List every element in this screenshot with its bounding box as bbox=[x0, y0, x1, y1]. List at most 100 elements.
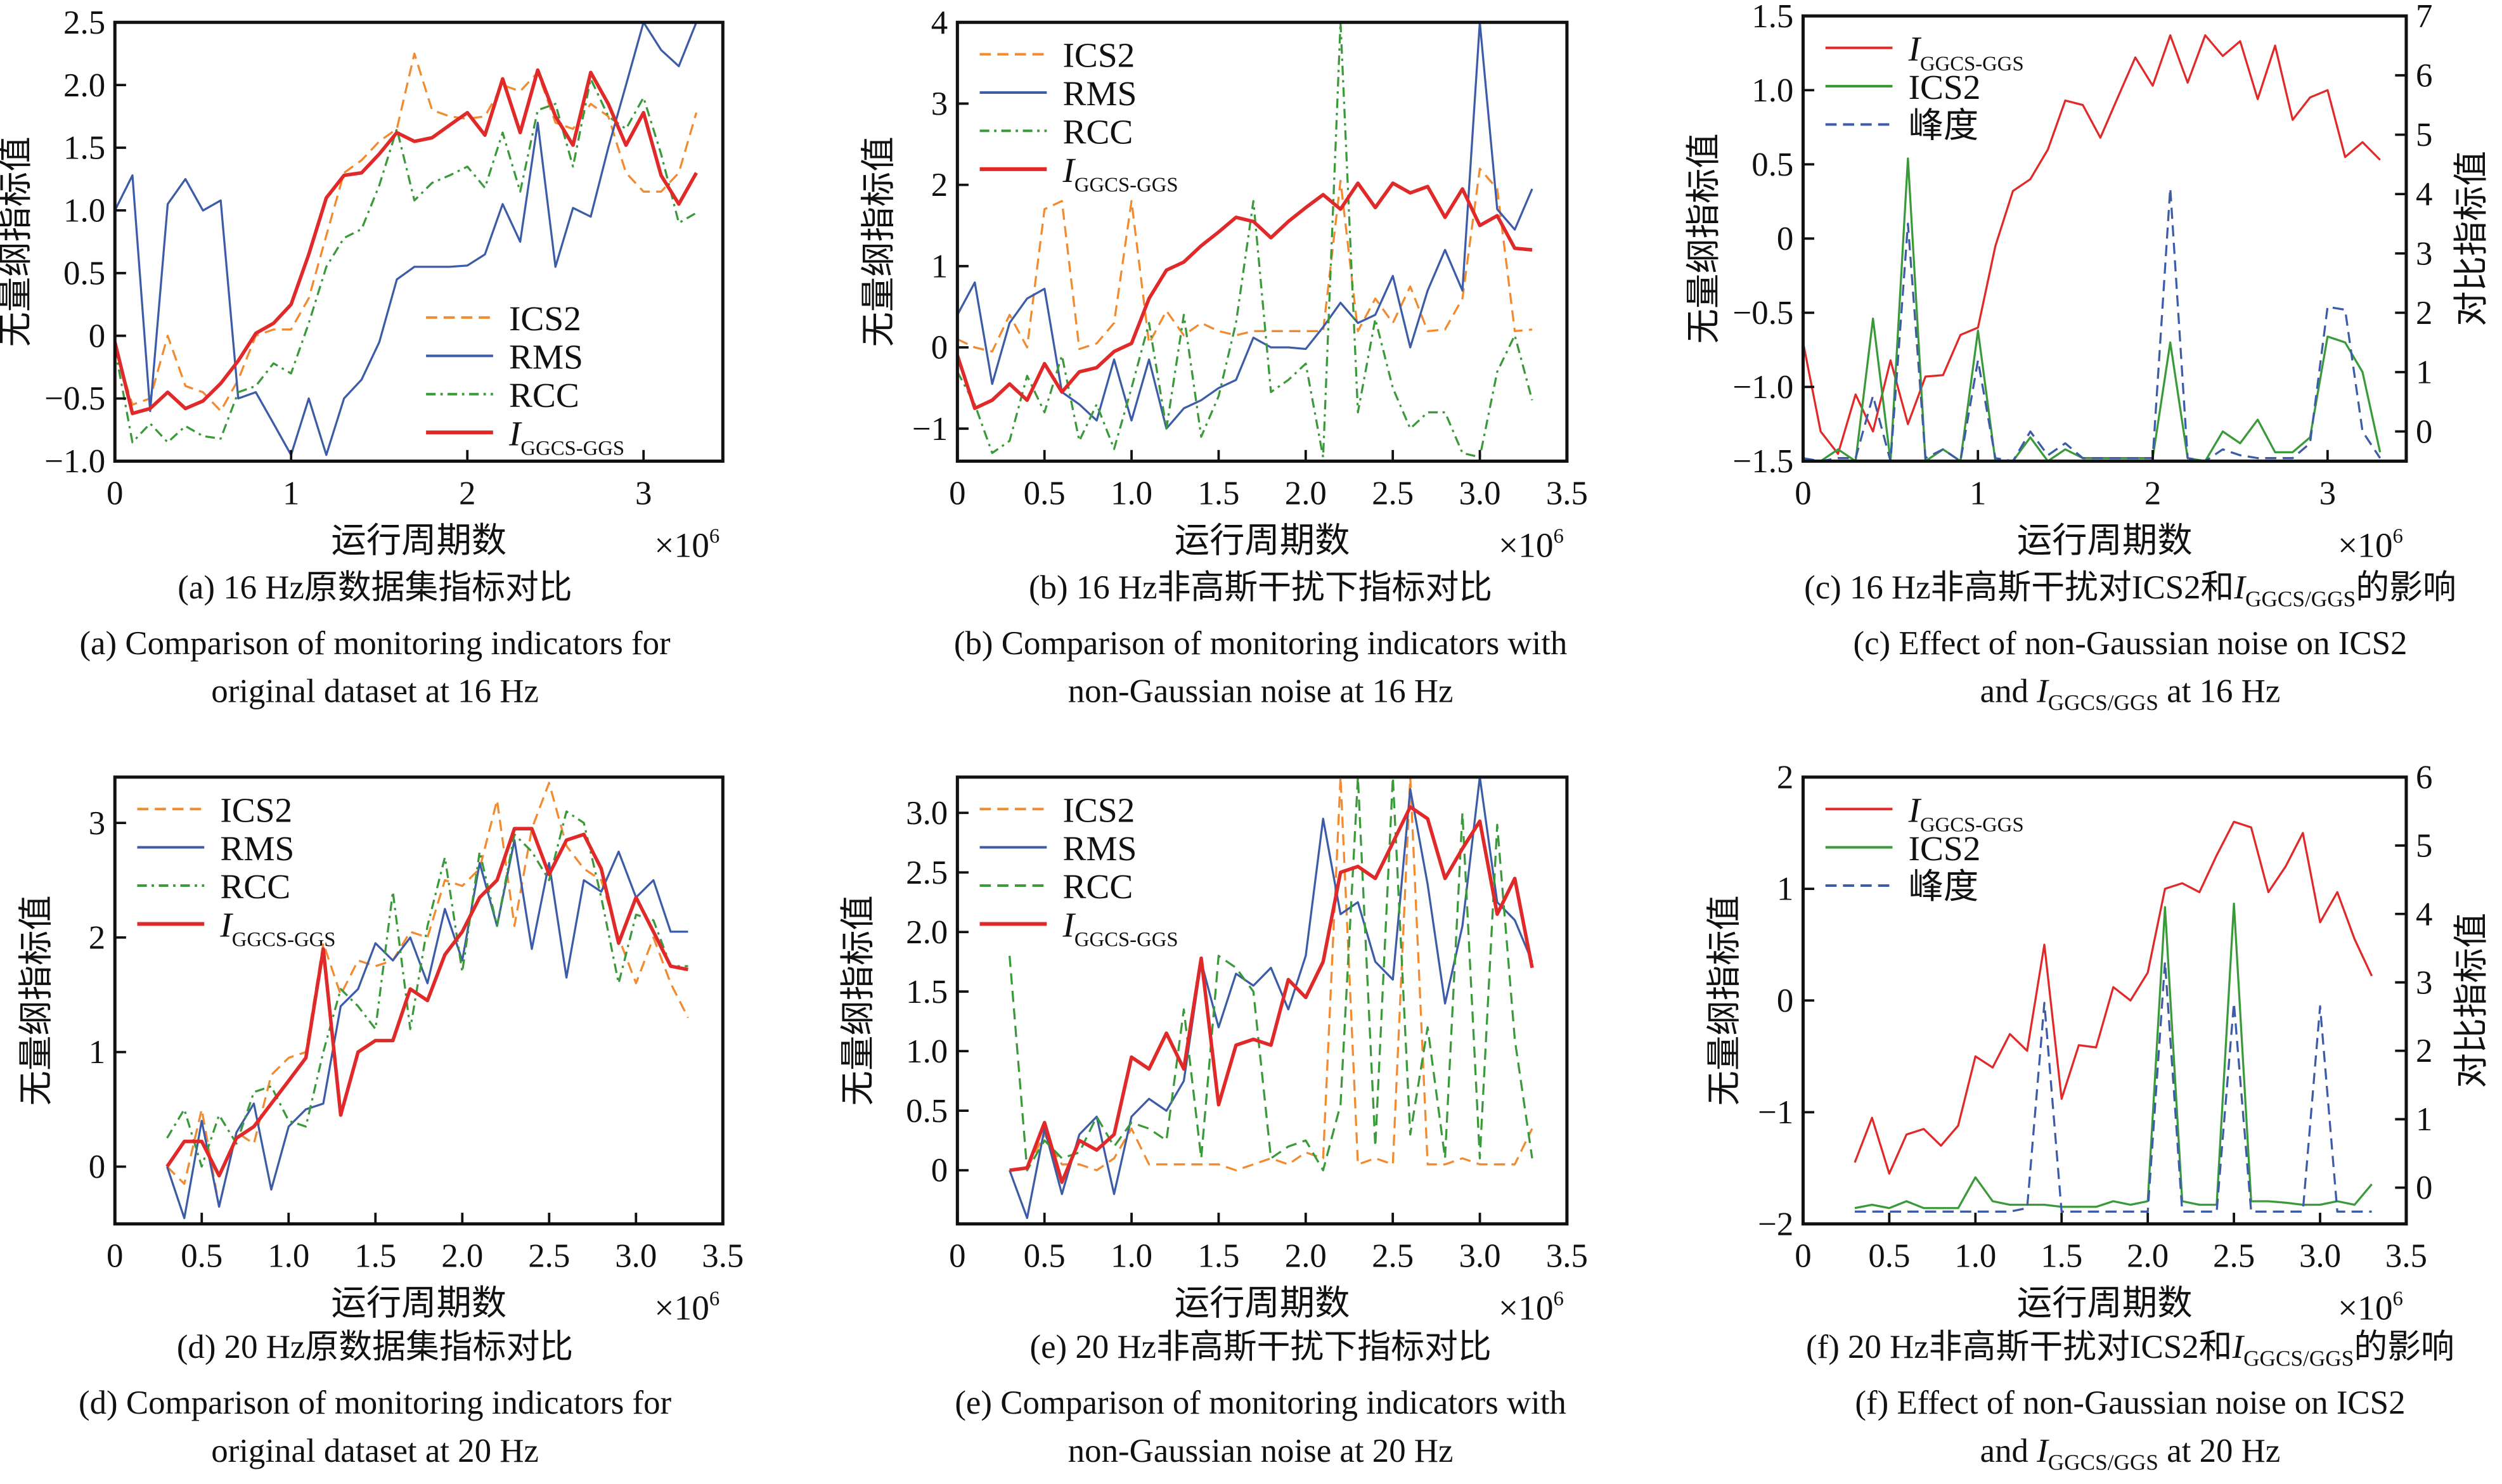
series-group bbox=[1803, 34, 2382, 461]
x-axis-label: 运行周期数 bbox=[331, 521, 506, 560]
caption-en-line: non-Gaussian noise at 16 Hz bbox=[1068, 673, 1454, 710]
series-line-ics2 bbox=[957, 167, 1533, 353]
y-tick-label: 4 bbox=[931, 4, 948, 41]
caption-zh-segment: (b) 16 Hz非高斯干扰下指标对比 bbox=[1029, 569, 1492, 606]
caption-en-line: original dataset at 16 Hz bbox=[211, 673, 539, 710]
caption-zh-segment: GGCS/GGS bbox=[2245, 587, 2356, 612]
caption-zh-segment: 的影响 bbox=[2356, 569, 2456, 606]
caption-en-line-segment: non-Gaussian noise at 16 Hz bbox=[1068, 673, 1454, 710]
x-tick-label: 0.5 bbox=[1024, 475, 1066, 512]
y-tick-label: 1 bbox=[931, 248, 948, 285]
legend-label-main: ICS2 bbox=[509, 299, 581, 338]
y2-tick-label: 1 bbox=[2416, 1101, 2432, 1138]
series-line-峰度 bbox=[1803, 187, 2382, 461]
y-tick-label: 0.5 bbox=[906, 1093, 948, 1130]
x-axis-label: 运行周期数 bbox=[1175, 1284, 1350, 1322]
caption-zh: (b) 16 Hz非高斯干扰下指标对比 bbox=[1029, 569, 1492, 606]
y-tick-label: 1.5 bbox=[63, 130, 105, 167]
legend-label: RCC bbox=[1062, 113, 1133, 152]
series-group bbox=[1009, 777, 1534, 1220]
caption-zh: (a) 16 Hz原数据集指标对比 bbox=[177, 569, 572, 606]
plot-frame bbox=[1801, 775, 2408, 1226]
x-tick-label: 2.0 bbox=[441, 1238, 483, 1275]
series-line-i_ggcs-ggs bbox=[1854, 820, 2373, 1175]
caption-zh-segment: I bbox=[2233, 569, 2247, 606]
caption-en-line: and IGGCS/GGS at 20 Hz bbox=[1980, 1433, 2281, 1475]
x-tick-label: 1.0 bbox=[1954, 1238, 1996, 1275]
series-line-峰度 bbox=[1855, 960, 2372, 1213]
y-tick-label: −1.0 bbox=[1732, 369, 1793, 406]
y-tick-label: 1.0 bbox=[63, 193, 105, 229]
caption-en-line-segment: I bbox=[2036, 673, 2049, 710]
y-tick-label: −1.0 bbox=[44, 443, 105, 480]
y-tick-label: 0 bbox=[1777, 221, 1793, 257]
legend-label-main: I bbox=[508, 414, 522, 453]
caption-en-line-segment: at 16 Hz bbox=[2158, 673, 2280, 710]
x-tick-label: 2.5 bbox=[1372, 475, 1414, 512]
y-tick-label: 2.5 bbox=[906, 855, 948, 891]
y-axis-label: 无量纲指标值 bbox=[1705, 895, 1744, 1106]
x-multiplier-base: ×10 bbox=[1499, 526, 1554, 565]
y-tick-label: 3 bbox=[931, 86, 948, 122]
legend-label-main: RCC bbox=[1062, 867, 1133, 906]
x-multiplier-base: ×10 bbox=[2338, 1289, 2393, 1327]
series-line-rms bbox=[1009, 777, 1533, 1220]
legend-label: RCC bbox=[1062, 867, 1133, 906]
series-line-i_ggcs-ggs bbox=[115, 68, 698, 415]
plot-frame bbox=[113, 20, 725, 463]
x-tick-label: 1.5 bbox=[1197, 475, 1239, 512]
caption-zh-segment: (d) 20 Hz原数据集指标对比 bbox=[177, 1329, 573, 1365]
plot-frame bbox=[955, 775, 1569, 1226]
legend-label: IGGCS-GGS bbox=[1062, 906, 1178, 952]
y-tick-label: −0.5 bbox=[44, 380, 105, 417]
legend-label-main: I bbox=[1908, 30, 1922, 68]
y-tick-label: 0.5 bbox=[1751, 146, 1793, 183]
legend-label: IGGCS-GGS bbox=[1908, 790, 2024, 836]
legend-label-main: RMS bbox=[220, 829, 294, 868]
y-tick-label: 1 bbox=[1777, 871, 1793, 908]
x-axis-label: 运行周期数 bbox=[1175, 521, 1350, 560]
legend-label-sub: GGCS-GGS bbox=[1074, 929, 1178, 952]
legend-label: ICS2 bbox=[220, 790, 292, 829]
caption-en-line: (f) Effect of non-Gaussian noise on ICS2 bbox=[1855, 1384, 2405, 1421]
caption-en-line-segment: (e) Comparison of monitoring indicators … bbox=[955, 1384, 1566, 1421]
x-multiplier: ×106 bbox=[654, 525, 719, 565]
series-line-rms bbox=[166, 839, 688, 1220]
legend-label: ICS2 bbox=[1909, 68, 1981, 106]
caption-zh-segment: I bbox=[2231, 1329, 2245, 1365]
x-multiplier-exponent: 6 bbox=[709, 1287, 719, 1310]
x-tick-label: 0 bbox=[1795, 1238, 1811, 1275]
caption-zh-segment: GGCS/GGS bbox=[2243, 1346, 2354, 1371]
series-line-i_ggcs-ggs bbox=[957, 181, 1533, 410]
caption-zh-segment: 的影响 bbox=[2354, 1329, 2454, 1365]
y-axis-label: 无量纲指标值 bbox=[17, 895, 56, 1106]
caption-en-line-segment: and bbox=[1980, 673, 2037, 710]
x-tick-label: 2.5 bbox=[2213, 1238, 2255, 1275]
y2-tick-label: 4 bbox=[2416, 176, 2432, 213]
series-group bbox=[1854, 820, 2373, 1213]
y-tick-label: 0 bbox=[89, 318, 105, 354]
legend-label-main: ICS2 bbox=[1062, 790, 1135, 829]
x-tick-label: 1.5 bbox=[2041, 1238, 2082, 1275]
x-multiplier-exponent: 6 bbox=[1554, 1287, 1564, 1310]
x-multiplier-exponent: 6 bbox=[2393, 1287, 2403, 1310]
y2-tick-label: 3 bbox=[2416, 235, 2432, 272]
x-tick-label: 3.5 bbox=[2385, 1238, 2427, 1275]
y-tick-label: 1.5 bbox=[1751, 0, 1793, 35]
x-tick-label: 0.5 bbox=[1024, 1238, 1066, 1275]
legend-label: RCC bbox=[509, 376, 579, 415]
series-group bbox=[957, 22, 1533, 458]
series-line-i_ggcs-ggs bbox=[1803, 34, 2381, 455]
x-tick-label: 2.5 bbox=[528, 1238, 570, 1275]
legend-label: IGGCS-GGS bbox=[1908, 30, 2024, 75]
x-tick-label: 0 bbox=[1795, 475, 1811, 512]
x-tick-label: 3 bbox=[635, 475, 652, 512]
legend-label-main: ICS2 bbox=[220, 790, 292, 829]
y-axis-label: 无量纲指标值 bbox=[0, 136, 35, 347]
y-axis-label: 无量纲指标值 bbox=[839, 895, 877, 1106]
y2-tick-label: 5 bbox=[2416, 117, 2432, 153]
